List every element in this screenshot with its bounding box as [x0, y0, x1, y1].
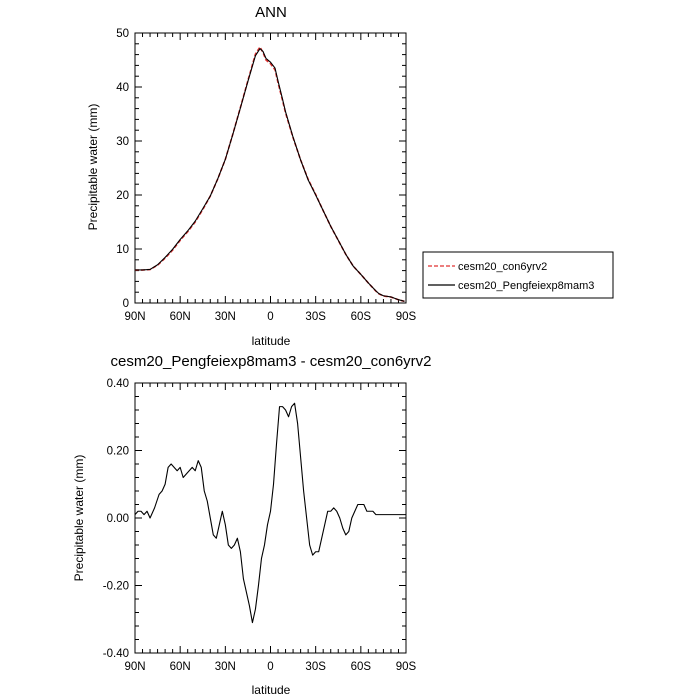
- panel-0-xtick-label: 30S: [305, 311, 326, 323]
- panel-0-ytick-label: 50: [116, 28, 129, 40]
- panel-0-series-line-1: [135, 48, 405, 302]
- bottom-title: cesm20_Pengfeiexp8mam3 - cesm20_con6yrv2: [111, 353, 432, 370]
- panel-0-xtick-label: 30N: [215, 311, 236, 323]
- panel-1-xtick-label: 90N: [124, 661, 145, 673]
- panel-1-xtick-label: 60S: [351, 661, 372, 673]
- panel-1-series-line-0: [134, 402, 406, 624]
- panel-1-ytick-label: -0.20: [103, 581, 129, 593]
- panel-1-xtick-label: 30N: [215, 661, 236, 673]
- panel-1-xtick-label: 90S: [396, 661, 417, 673]
- panel-0-xtick-label: 90S: [396, 311, 417, 323]
- panel-1-ytick-label: 0.40: [107, 378, 129, 390]
- panel-1-xtick-label: 30S: [305, 661, 326, 673]
- legend-label-pengfeiexp8mam3: cesm20_Pengfeiexp8mam3: [458, 280, 594, 292]
- panel-0-xtick-label: 60S: [351, 311, 372, 323]
- panel-1-xtick-label: 60N: [170, 661, 191, 673]
- legend-label-con6yrv2: cesm20_con6yrv2: [458, 261, 547, 273]
- panel-0-frame: [134, 32, 407, 304]
- bottom-plot-area: 90N 60N 30N 0 30S 60S 90S -0.40 -0.20 0.00 0.20 0.4…: [103, 378, 417, 673]
- top-ylabel: Precipitable water (mm): [86, 104, 100, 231]
- top-title: ANN: [255, 4, 287, 21]
- panel-0-xtick-label: 60N: [170, 311, 191, 323]
- bottom-ylabel: Precipitable water (mm): [72, 455, 86, 582]
- panel-1-ytick-label: -0.40: [103, 648, 129, 660]
- panel-1-ytick-label: 0.00: [107, 513, 129, 525]
- panel-1-ytick-label: 0.20: [107, 446, 129, 458]
- panel-0-ytick-label: 40: [116, 82, 129, 94]
- panel-0-xtick-label: 0: [267, 311, 273, 323]
- panel-1-frame: [134, 382, 407, 654]
- panel-0-series-line-0: [135, 46, 405, 303]
- bottom-xlabel: latitude: [252, 683, 291, 697]
- legend-box: [422, 251, 614, 299]
- panel-0-ytick-label: 10: [116, 244, 129, 256]
- top-plot-area: 90N 60N 30N 0 30S 60S 90S 0 10 20 30 40 50: [116, 28, 416, 323]
- panel-0-xtick-label: 90N: [124, 311, 145, 323]
- bottom-panel: cesm20_Pengfeiexp8mam3 - cesm20_con6yrv2…: [72, 353, 432, 697]
- top-xlabel: latitude: [252, 334, 291, 348]
- panel-0-ytick-label: 0: [123, 298, 129, 310]
- panel-0-ytick-label: 20: [116, 190, 129, 202]
- panel-0-ytick-label: 30: [116, 136, 129, 148]
- legend: cesm20_con6yrv2 cesm20_Pengfeiexp8mam3: [422, 251, 614, 299]
- top-panel: ANN 90N 60N 30N 0 30S 60S 90S 0 10 20 30 40 50 latit…: [86, 4, 417, 348]
- panel-1-xtick-label: 0: [267, 661, 273, 673]
